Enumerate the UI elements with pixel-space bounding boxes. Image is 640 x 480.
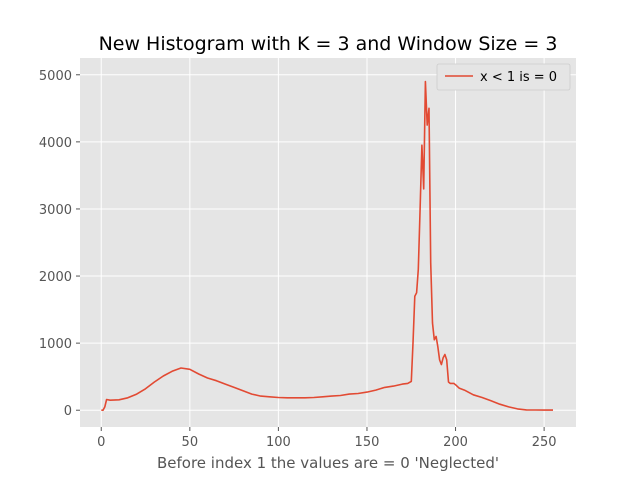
y-tick-label: 3000 <box>39 203 72 218</box>
x-tick-label: 200 <box>443 435 468 450</box>
grid-lines <box>80 58 576 427</box>
plot-area <box>80 58 576 427</box>
legend: x < 1 is = 0 <box>436 63 571 91</box>
y-tick-label: 5000 <box>39 69 72 84</box>
series-line <box>101 80 553 411</box>
x-tick-label: 150 <box>355 435 380 450</box>
x-tick-label: 0 <box>97 435 105 450</box>
x-tick-label: 100 <box>266 435 291 450</box>
y-tick-label: 4000 <box>39 136 72 151</box>
legend-box <box>436 63 571 91</box>
y-axis-ticks: 0 1000 2000 3000 4000 5000 <box>39 69 80 419</box>
x-tick-label: 50 <box>182 435 199 450</box>
y-tick-label: 0 <box>64 404 72 419</box>
x-axis-ticks: 0 50 100 150 200 250 <box>97 427 557 450</box>
y-tick-label: 1000 <box>39 337 72 352</box>
chart-title: New Histogram with K = 3 and Window Size… <box>99 33 558 55</box>
legend-label: x < 1 is = 0 <box>480 70 557 85</box>
x-axis-label: Before index 1 the values are = 0 'Negle… <box>157 454 499 472</box>
x-tick-label: 250 <box>532 435 557 450</box>
y-tick-label: 2000 <box>39 270 72 285</box>
